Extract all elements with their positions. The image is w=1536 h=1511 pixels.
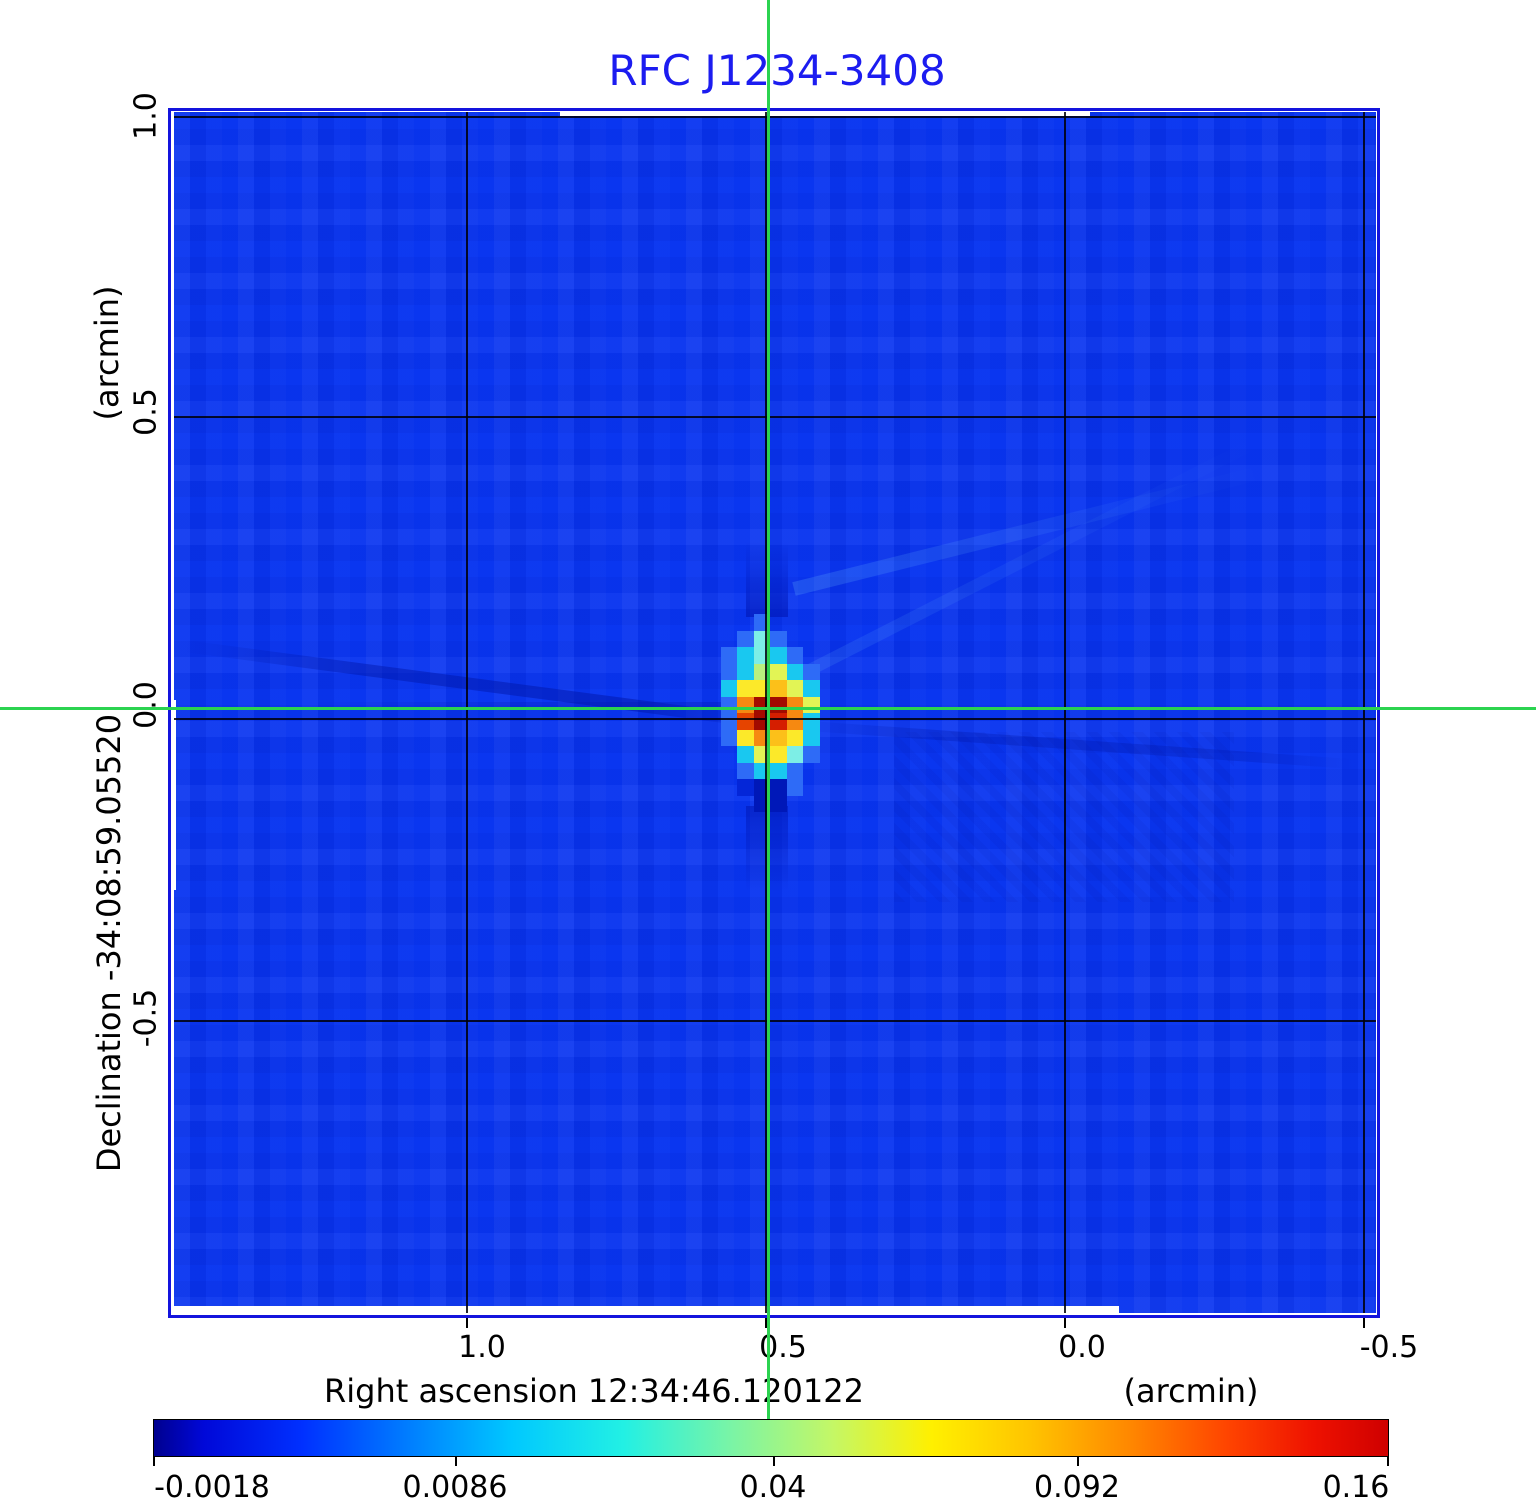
- xtick-mark-0.0: [1064, 1318, 1066, 1328]
- source-pixel: [737, 647, 754, 664]
- source-pixel: [786, 696, 803, 713]
- source-pixel: [770, 762, 787, 779]
- x-axis-unit: (arcmin): [1123, 1372, 1259, 1410]
- xtick-mark-1.0: [466, 1318, 468, 1328]
- gridline-dec--0.5: [174, 1020, 1376, 1022]
- colorbar-label-3: 0.092: [1034, 1470, 1120, 1505]
- source-pixel: [803, 746, 820, 763]
- source-pixel: [786, 762, 803, 779]
- data-edge-sliver-bottom: [174, 1306, 1119, 1314]
- data-edge-sliver-left: [172, 700, 176, 890]
- xtick-mark--0.5: [1363, 1318, 1365, 1328]
- xtick-label--0.5: -0.5: [1359, 1330, 1419, 1365]
- source-pixel: [770, 663, 787, 680]
- ytick-label-1.0: 1.0: [128, 92, 164, 140]
- sidelobe-streak-left: [183, 640, 770, 729]
- source-pixel: [803, 713, 820, 730]
- source-pixel: [770, 696, 787, 713]
- gridline-dec-0.5: [174, 416, 1376, 418]
- colorbar-label-2: 0.04: [739, 1470, 807, 1505]
- source-pixel: [770, 680, 787, 697]
- colorbar-tick-2: [773, 1457, 775, 1466]
- xtick-label-0.5: 0.5: [759, 1330, 807, 1365]
- ytick-label--0.5: -0.5: [128, 988, 164, 1048]
- source-pixel: [786, 680, 803, 697]
- source-pixel: [737, 663, 754, 680]
- colorbar-tick-4: [1387, 1457, 1389, 1466]
- y-axis-label: Declination -34:08:59.05520: [90, 713, 128, 1173]
- source-pixel: [737, 680, 754, 697]
- source-pixel: [786, 713, 803, 730]
- gridline-dec-0.0: [174, 718, 1376, 720]
- source-pixel: [770, 779, 787, 796]
- source-pixel: [737, 746, 754, 763]
- source-pixel: [770, 729, 787, 746]
- source-pixel: [803, 680, 820, 697]
- source-pixel: [786, 729, 803, 746]
- source-pixel: [737, 630, 754, 647]
- data-edge-sliver-top: [560, 112, 1090, 116]
- xtick-label-1.0: 1.0: [458, 1330, 506, 1365]
- xtick-mark-0.5: [765, 1318, 767, 1328]
- source-pixel: [770, 795, 787, 812]
- source-pixel: [786, 779, 803, 796]
- gridline-ra-1.0: [466, 112, 468, 1313]
- colorbar-tick-3: [1077, 1457, 1079, 1466]
- colorbar: [153, 1419, 1389, 1457]
- source-pixel: [770, 647, 787, 664]
- source-pixel: [720, 680, 737, 697]
- source-pixel: [737, 729, 754, 746]
- sidelobe-ray-upper-right-2: [791, 436, 1261, 684]
- source-pixel: [770, 746, 787, 763]
- source-pixel: [737, 713, 754, 730]
- source-pixel: [720, 663, 737, 680]
- colorbar-label-0: -0.0018: [154, 1470, 270, 1505]
- source-pixel: [720, 647, 737, 664]
- colorbar-tick-1: [455, 1457, 457, 1466]
- colorbar-label-4: 0.16: [1322, 1470, 1390, 1505]
- source-pixel: [786, 663, 803, 680]
- source-pixel: [720, 729, 737, 746]
- sidelobe-ray-upper-right: [792, 466, 1262, 596]
- source-pixel: [803, 696, 820, 713]
- sidelobe-streak-horizontal: [304, 702, 734, 710]
- source-pixel: [803, 729, 820, 746]
- source-pixel: [770, 713, 787, 730]
- source-pixel: [720, 713, 737, 730]
- source-pixel: [786, 746, 803, 763]
- source-pixel: [737, 762, 754, 779]
- source-pixel: [770, 630, 787, 647]
- gridline-ra-0.0: [1064, 112, 1066, 1313]
- x-axis-label: Right ascension 12:34:46.120122: [324, 1372, 864, 1410]
- source-pixel: [786, 647, 803, 664]
- colorbar-label-1: 0.0086: [402, 1470, 508, 1505]
- source-pixel: [737, 779, 754, 796]
- source-pixel: [720, 696, 737, 713]
- ytick-label-0.0: 0.0: [128, 681, 164, 729]
- ytick-label-0.5: 0.5: [128, 388, 164, 436]
- crosshair-horizontal-line: [0, 707, 1536, 710]
- gridline-dec-1.0: [174, 116, 1376, 118]
- plot-title: RFC J1234-3408: [608, 46, 946, 95]
- source-pixel: [803, 663, 820, 680]
- gridline-ra-0.5: [765, 112, 767, 1313]
- xtick-label-0.0: 0.0: [1058, 1330, 1106, 1365]
- source-pixel: [737, 696, 754, 713]
- colorbar-tick-0: [153, 1457, 155, 1466]
- y-axis-unit: (arcmin): [88, 285, 126, 421]
- gridline-ra--0.5: [1363, 112, 1365, 1313]
